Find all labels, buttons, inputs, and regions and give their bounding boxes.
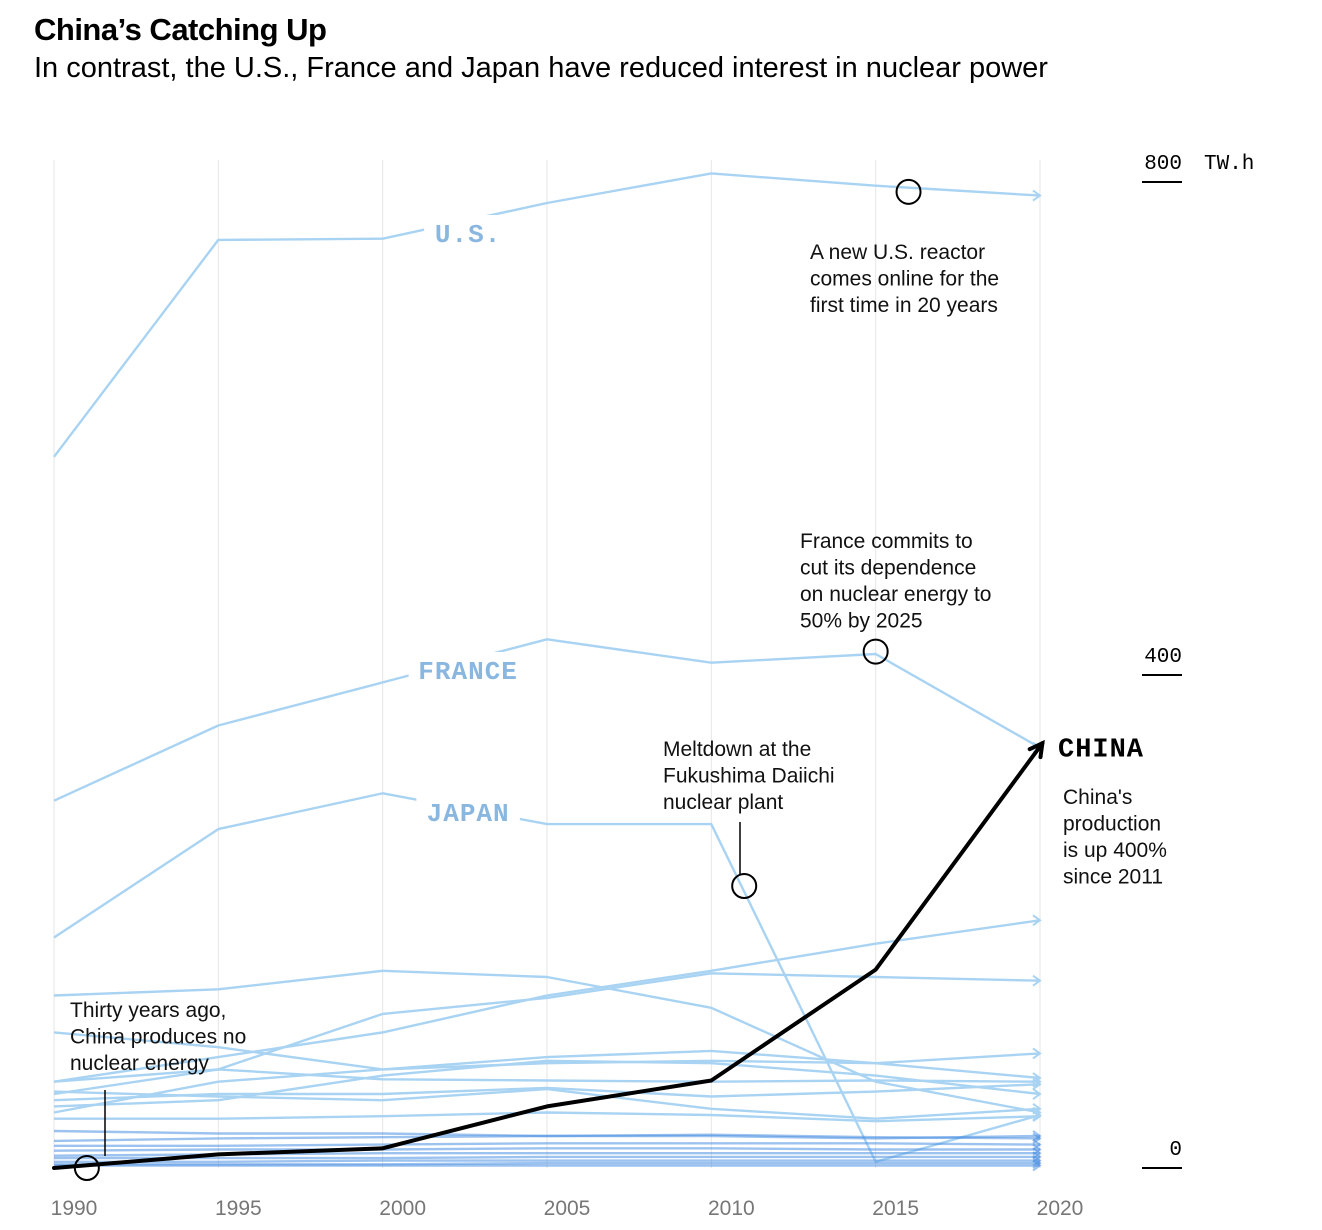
x-tick-label-1990: 1990 <box>51 1197 98 1220</box>
annotation-fukushima-marker <box>731 873 758 899</box>
series-line-japan <box>53 792 1041 1164</box>
annotation-china-up-line: is up 400% <box>1063 839 1167 862</box>
series-arrow-other-5 <box>1032 1088 1042 1100</box>
chart-subtitle: In contrast, the U.S., France and Japan … <box>34 52 1048 84</box>
annotation-china-up-text: China's production is up 400% since 2011 <box>1063 786 1167 889</box>
series-label-knockout-france <box>408 652 528 686</box>
annotation-france-commit-line: France commits to <box>800 530 973 553</box>
series-line-other-5 <box>53 1059 1041 1108</box>
series-labels: U.S. FRANCE JAPAN <box>418 220 518 829</box>
series-arrow-other-13 <box>1032 1138 1042 1151</box>
annotation-us-reactor-line: first time in 20 years <box>810 294 998 317</box>
series-label-knockout-japan <box>416 794 520 828</box>
series-arrow-other-9 <box>1032 1110 1042 1123</box>
y-tick-label-0: 0 <box>1169 1139 1182 1162</box>
annotation-china-zero-marker <box>73 1155 100 1181</box>
series-arrow-other-10 <box>1032 1047 1042 1060</box>
highlight-series: CHINA <box>52 735 1144 1170</box>
series-label-france: FRANCE <box>418 657 518 687</box>
y-axis: 0 400 800 TW.h <box>1142 153 1254 1169</box>
series-arrow-other-1 <box>1032 914 1042 927</box>
background-series-lines <box>53 172 1042 1172</box>
series-label-knockout-us <box>424 215 513 249</box>
series-line-other-18 <box>54 1161 1040 1166</box>
china-series-line <box>52 741 1045 1170</box>
annotation-us-reactor-line: comes online for the <box>810 268 999 291</box>
x-gridlines <box>53 160 1041 1168</box>
chart-title: China’s Catching Up <box>34 12 327 47</box>
series-arrow-other-19 <box>1032 1159 1042 1172</box>
x-tick-label-2000: 2000 <box>379 1197 426 1220</box>
annotation-china-zero-text: Thirty years ago, China produces no nuclea… <box>70 999 246 1075</box>
annotation-us-reactor-marker <box>895 178 922 205</box>
x-tick-label-2005: 2005 <box>544 1197 591 1220</box>
series-line-france <box>53 638 1041 802</box>
annotation-fukushima-line: nuclear plant <box>663 791 783 814</box>
series-label-china: CHINA <box>1058 735 1144 765</box>
annotation-france-commit-line: cut its dependence <box>800 557 976 580</box>
series-line-other-14 <box>53 1147 1040 1152</box>
annotation-us-reactor-line: A new U.S. reactor <box>810 241 985 264</box>
series-line-other-12 <box>53 1133 1041 1143</box>
series-line-other-9 <box>54 1111 1041 1123</box>
series-line-other-13 <box>54 1142 1041 1148</box>
series-line-other-17 <box>54 1159 1040 1164</box>
annotations: A new U.S. reactor comes online for the fi… <box>70 178 1167 1181</box>
annotation-france-commit-marker <box>862 638 889 665</box>
annotation-fukushima-line: Meltdown at the <box>663 738 811 761</box>
series-arrow-u-s <box>1032 189 1042 202</box>
annotation-china-zero-line: China produces no <box>70 1026 246 1049</box>
series-line-other-8 <box>53 1087 1041 1120</box>
y-axis-unit: TW.h <box>1204 153 1254 176</box>
y-tick-label-800: 800 <box>1144 153 1182 176</box>
y-tick-label-400: 400 <box>1144 646 1182 669</box>
x-tick-label-2010: 2010 <box>708 1197 755 1220</box>
annotation-china-zero-line: Thirty years ago, <box>70 999 226 1022</box>
annotation-france-commit-text: France commits to cut its dependence on nu… <box>800 530 991 633</box>
x-tick-label-2015: 2015 <box>872 1197 919 1220</box>
annotation-france-commit-line: on nuclear energy to <box>800 583 991 606</box>
x-tick-label-2020: 2020 <box>1037 1197 1084 1220</box>
annotation-france-commit-line: 50% by 2025 <box>800 610 923 633</box>
series-arrow-other-4 <box>1032 974 1042 987</box>
x-axis: 1990 1995 2000 2005 2010 2015 2020 <box>51 1197 1084 1220</box>
series-line-u-s <box>53 172 1041 458</box>
annotation-china-up-line: China's <box>1063 786 1132 809</box>
series-arrow-other-7 <box>1032 1078 1042 1091</box>
series-line-other-6 <box>53 1068 1041 1083</box>
series-line-other-16 <box>54 1155 1040 1160</box>
series-line-other-10 <box>53 1049 1041 1114</box>
annotation-us-reactor-text: A new U.S. reactor comes online for the fi… <box>810 241 999 317</box>
annotation-fukushima-text: Meltdown at the Fukushima Daiichi nuclear … <box>663 738 835 814</box>
series-line-other-1 <box>53 919 1041 1083</box>
annotation-china-zero-line: nuclear energy <box>70 1052 209 1075</box>
annotation-china-up-line: production <box>1063 813 1161 836</box>
series-label-knockouts <box>408 215 528 828</box>
annotation-china-up-line: since 2011 <box>1063 866 1163 889</box>
series-label-us: U.S. <box>435 220 501 250</box>
china-series-arrow <box>1027 739 1045 760</box>
annotation-fukushima-line: Fukushima Daiichi <box>663 765 835 788</box>
series-label-japan: JAPAN <box>427 799 510 829</box>
x-tick-label-1995: 1995 <box>215 1197 262 1220</box>
